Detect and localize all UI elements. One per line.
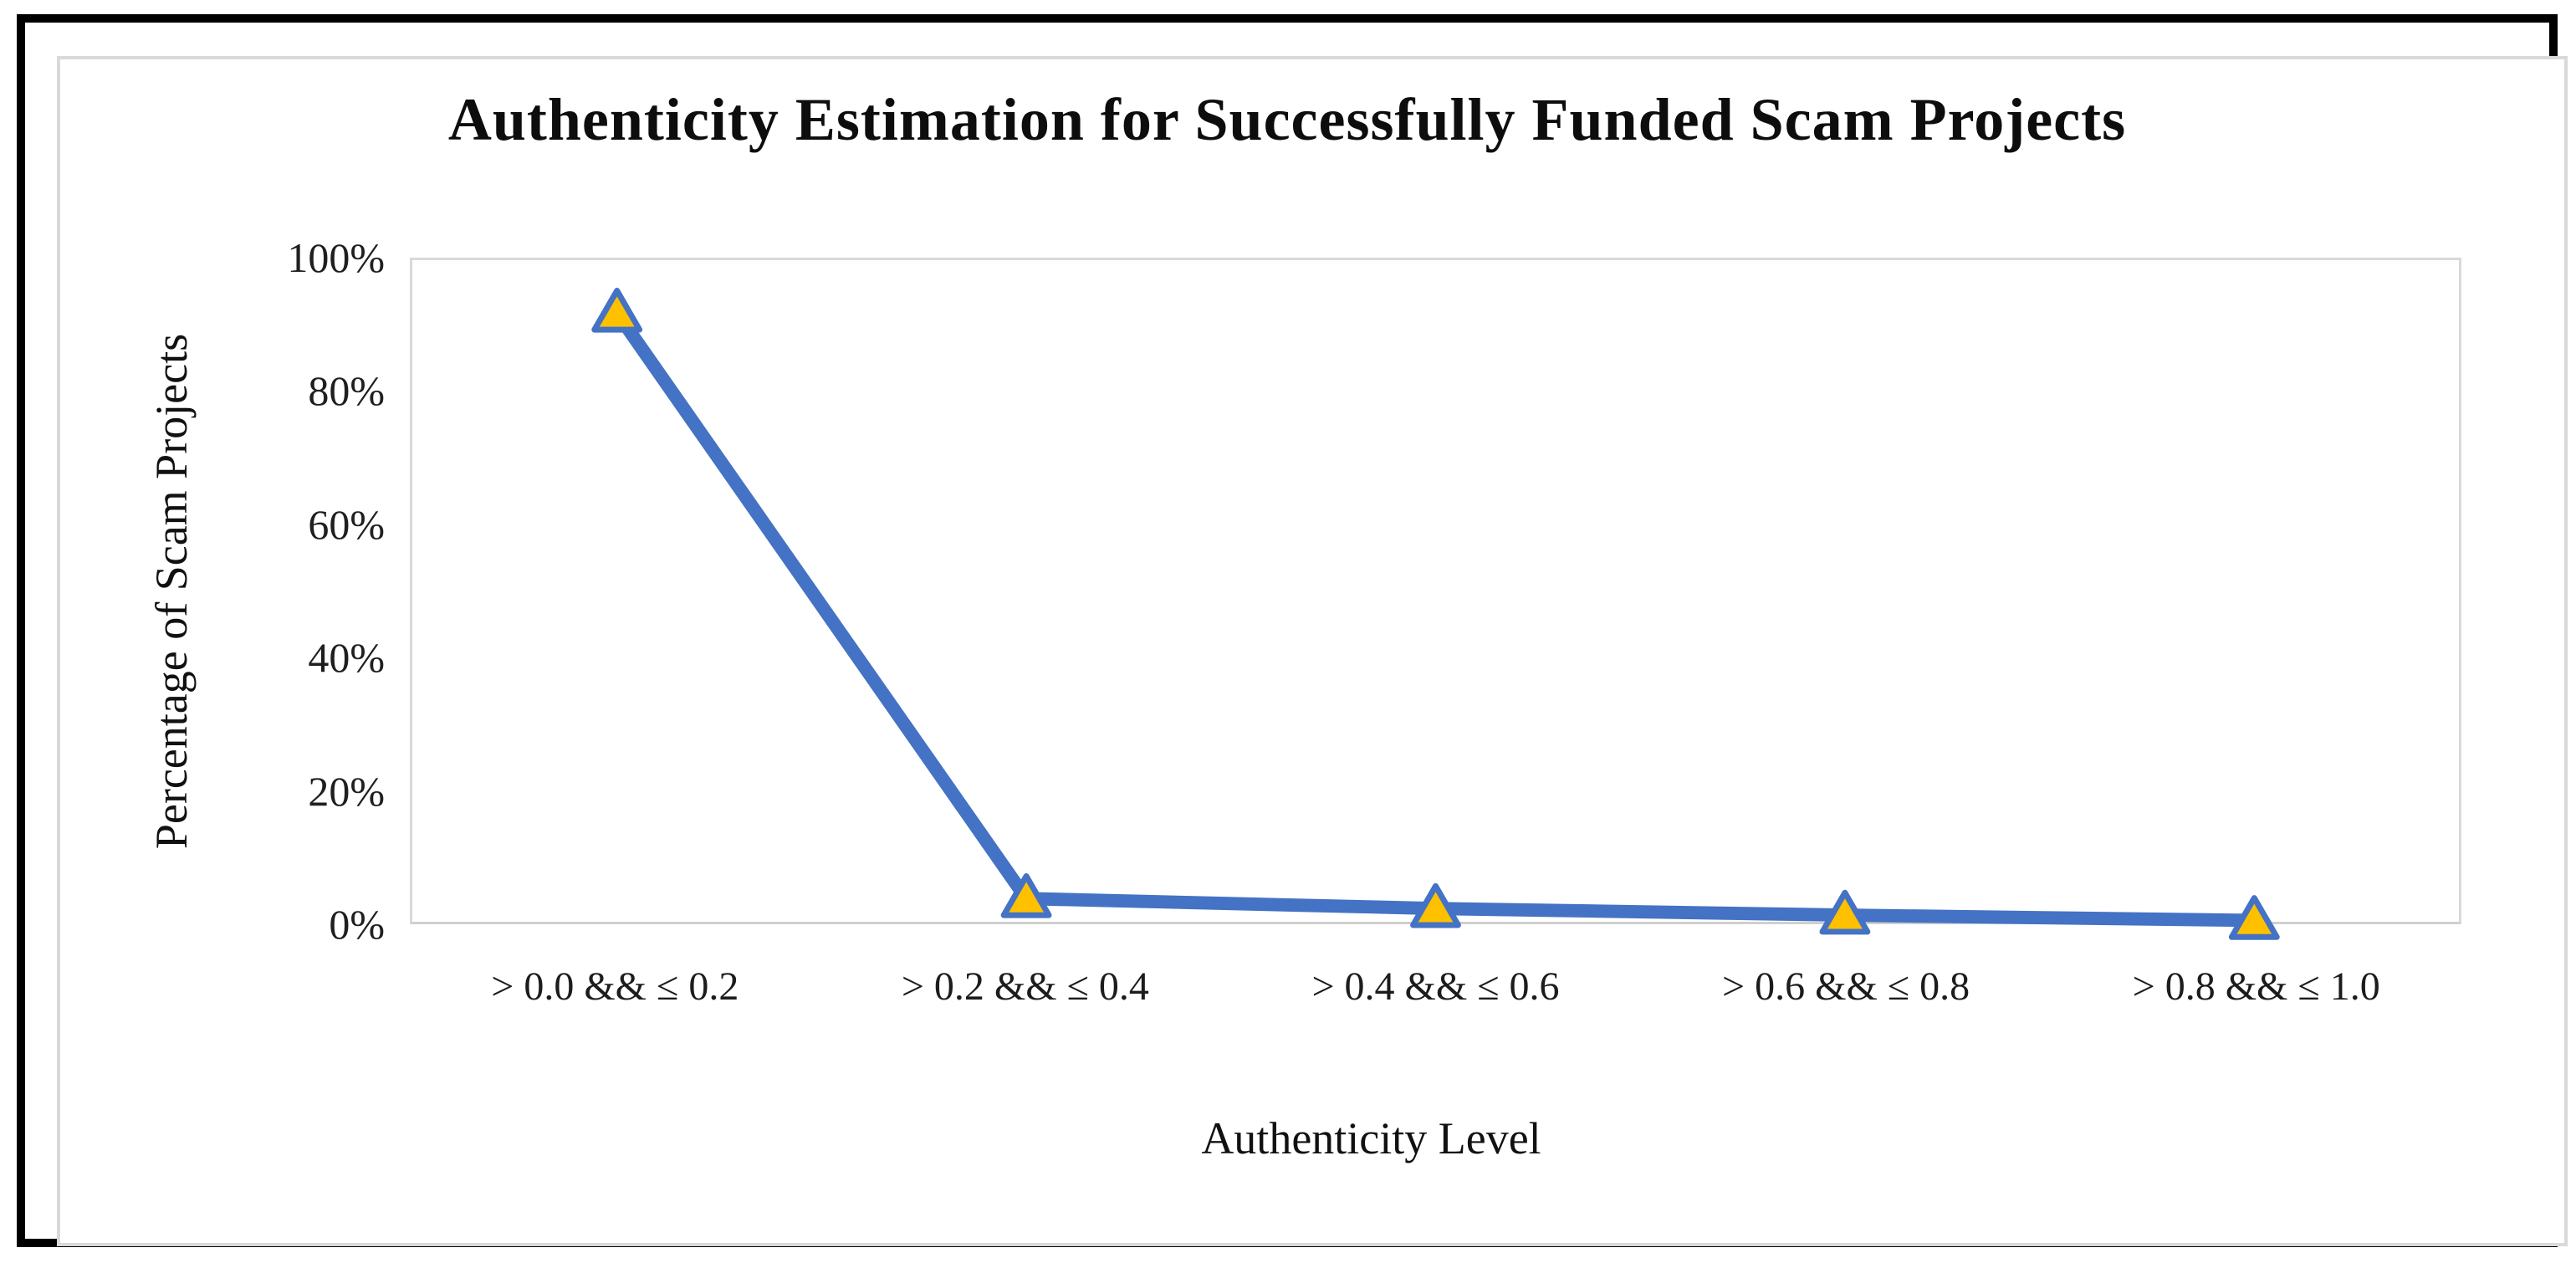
triangle-marker: [1000, 873, 1052, 918]
x-tick-label: > 0.0 && ≤ 0.2: [491, 964, 739, 1009]
triangle-marker: [2228, 895, 2280, 940]
y-tick-label: 80%: [308, 367, 385, 415]
y-tick-label: 100%: [287, 234, 385, 281]
x-tick-label: > 0.8 && ≤ 1.0: [2132, 964, 2380, 1009]
series-line: [610, 306, 2262, 928]
triangle-marker: [1410, 882, 1461, 928]
x-axis-title: Authenticity Level: [1201, 1113, 1541, 1163]
x-tick-label: > 0.6 && ≤ 0.8: [1722, 964, 1970, 1009]
plot-area: [410, 258, 2461, 940]
y-tick-label: 20%: [308, 767, 385, 815]
triangle-marker: [591, 288, 643, 333]
y-axis-tick-labels: 100% 80% 60% 40% 20% 0%: [125, 234, 385, 948]
x-axis-tick-labels: > 0.0 && ≤ 0.2 > 0.2 && ≤ 0.4 > 0.4 && ≤ 0…: [410, 964, 2461, 1030]
x-tick-label: > 0.4 && ≤ 0.6: [1311, 964, 1560, 1009]
x-tick-label: > 0.2 && ≤ 0.4: [901, 964, 1149, 1009]
triangle-marker: [1819, 889, 1871, 935]
line-series: [591, 288, 2280, 940]
chart-title: Authenticity Estimation for Successfully…: [447, 86, 2127, 153]
y-tick-label: 40%: [308, 634, 385, 682]
y-tick-label: 60%: [308, 500, 385, 548]
y-tick-label: 0%: [329, 901, 385, 948]
